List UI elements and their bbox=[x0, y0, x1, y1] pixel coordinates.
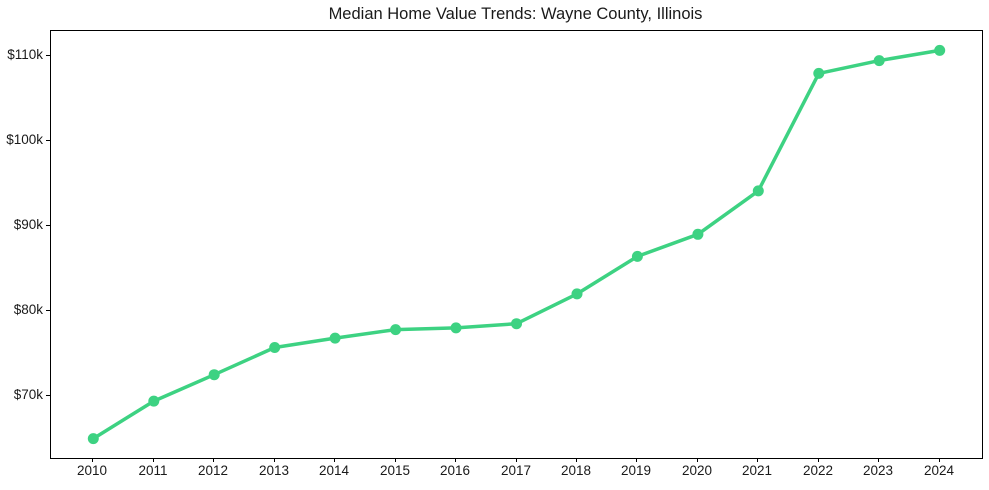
data-point-marker bbox=[87, 433, 99, 445]
x-tick-label: 2015 bbox=[379, 463, 411, 478]
x-tick-mark bbox=[334, 458, 335, 462]
data-point-marker bbox=[631, 250, 643, 262]
data-point-marker bbox=[269, 342, 281, 353]
x-tick-label: 2020 bbox=[681, 463, 713, 478]
data-point-marker bbox=[813, 67, 825, 79]
y-tick-label: $90k bbox=[13, 217, 43, 232]
x-tick-mark bbox=[576, 458, 577, 462]
x-tick-label: 2013 bbox=[258, 463, 290, 478]
y-tick-mark bbox=[46, 140, 50, 141]
line-chart-svg bbox=[87, 44, 946, 445]
x-tick-label: 2022 bbox=[802, 463, 834, 478]
x-tick-mark bbox=[697, 458, 698, 462]
data-point-marker bbox=[511, 318, 522, 330]
data-point-marker bbox=[692, 228, 704, 240]
x-tick-mark bbox=[92, 458, 93, 462]
x-tick-mark bbox=[636, 458, 637, 462]
x-tick-mark bbox=[455, 458, 456, 462]
data-point-marker bbox=[571, 288, 583, 300]
data-point-marker bbox=[450, 322, 462, 334]
x-tick-mark bbox=[939, 458, 940, 462]
y-tick-label: $100k bbox=[6, 132, 43, 147]
y-tick-label: $80k bbox=[13, 302, 43, 317]
x-tick-label: 2018 bbox=[560, 463, 592, 478]
data-point-marker bbox=[934, 44, 946, 56]
data-point-marker bbox=[873, 55, 885, 67]
x-tick-label: 2019 bbox=[620, 463, 652, 478]
data-point-marker bbox=[148, 395, 160, 407]
x-tick-mark bbox=[818, 458, 819, 462]
x-tick-mark bbox=[395, 458, 396, 462]
y-tick-mark bbox=[46, 225, 50, 226]
x-tick-label: 2021 bbox=[741, 463, 773, 478]
x-tick-label: 2024 bbox=[923, 463, 955, 478]
x-tick-label: 2010 bbox=[76, 463, 108, 478]
x-tick-mark bbox=[153, 458, 154, 462]
series-line bbox=[91, 48, 942, 441]
data-point-marker bbox=[329, 332, 341, 344]
x-tick-label: 2012 bbox=[197, 463, 229, 478]
y-tick-label: $70k bbox=[13, 387, 43, 402]
x-tick-label: 2014 bbox=[318, 463, 350, 478]
x-tick-mark bbox=[213, 458, 214, 462]
y-tick-mark bbox=[46, 310, 50, 311]
data-point-marker bbox=[752, 185, 764, 197]
data-point-marker bbox=[208, 369, 220, 381]
x-tick-mark bbox=[757, 458, 758, 462]
x-tick-mark bbox=[274, 458, 275, 462]
x-tick-mark bbox=[516, 458, 517, 462]
x-tick-label: 2017 bbox=[500, 463, 532, 478]
x-tick-mark bbox=[878, 458, 879, 462]
y-tick-mark bbox=[46, 55, 50, 56]
plot-area bbox=[50, 30, 983, 459]
x-tick-label: 2023 bbox=[862, 463, 894, 478]
y-tick-mark bbox=[46, 395, 50, 396]
data-point-marker bbox=[390, 324, 402, 336]
chart-title: Median Home Value Trends: Wayne County, … bbox=[328, 5, 703, 23]
x-tick-label: 2016 bbox=[439, 463, 471, 478]
x-tick-label: 2011 bbox=[138, 463, 168, 478]
y-tick-label: $110k bbox=[7, 47, 43, 62]
